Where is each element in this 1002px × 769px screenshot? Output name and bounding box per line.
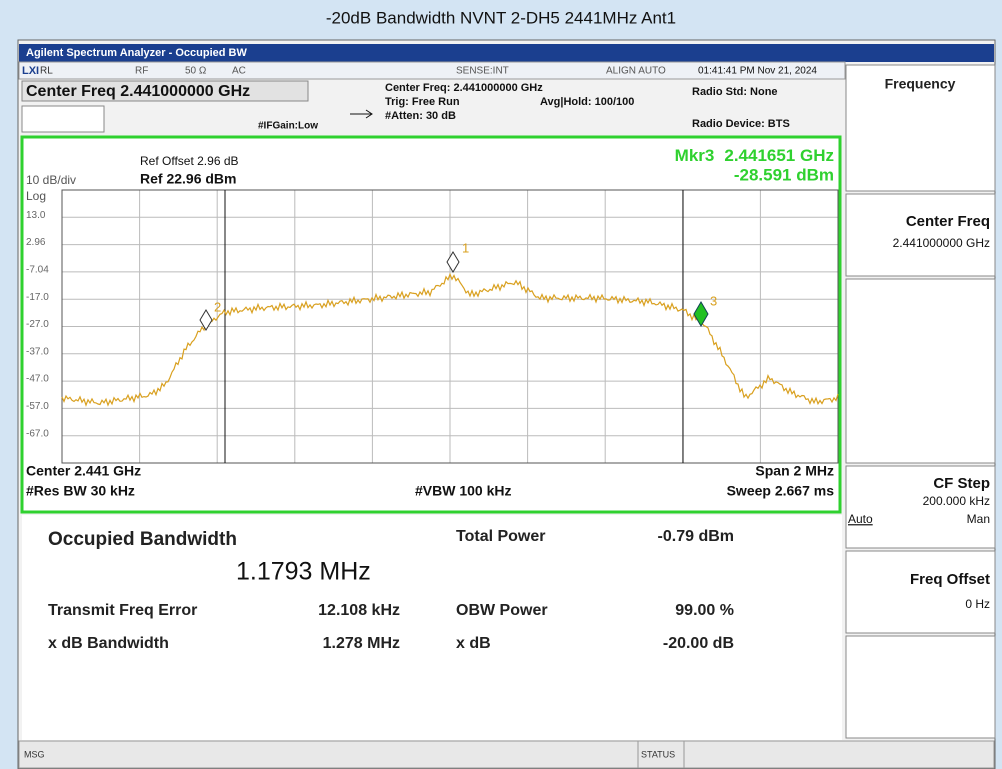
- app-title-bar: [19, 44, 994, 62]
- trace: [61, 272, 839, 407]
- results-panel: [22, 515, 842, 740]
- y-axis-label: -17.0: [26, 292, 49, 303]
- freq-error-label: Transmit Freq Error: [48, 602, 197, 619]
- softkey-value: 2.441000000 GHz: [893, 236, 990, 250]
- marker-1: [446, 251, 460, 273]
- trig: Trig: Free Run: [385, 96, 460, 108]
- rf: RF: [135, 66, 148, 77]
- y-axis-label: -27.0: [26, 319, 49, 330]
- marker-3: [693, 301, 709, 327]
- window-title: -20dB Bandwidth NVNT 2-DH5 2441MHz Ant1: [326, 8, 676, 27]
- softkey-menu[interactable]: [845, 64, 996, 192]
- impedance: 50 Ω: [185, 66, 207, 77]
- marker-2: [199, 309, 213, 331]
- softkey-center-freq[interactable]: [845, 193, 996, 277]
- span: Span 2 MHz: [755, 463, 834, 479]
- center: Center 2.441 GHz: [26, 463, 141, 479]
- xdb-bw-value: 1.278 MHz: [323, 635, 400, 652]
- center-freq-box[interactable]: [21, 80, 309, 102]
- marker-1-label: 1: [462, 240, 469, 255]
- center-freq: Center Freq 2.441000000 GHz: [26, 83, 250, 100]
- softkey-man: Man: [967, 512, 990, 526]
- xdb-value: -20.00 dB: [663, 635, 734, 652]
- softkey-label: CF Step: [933, 475, 990, 492]
- coupling: AC: [232, 66, 246, 77]
- softkey-label: Center Freq: [906, 213, 990, 230]
- marker-3-label: 3: [710, 293, 717, 308]
- y-axis-label: -67.0: [26, 428, 49, 439]
- softkey-value: 200.000 kHz: [923, 494, 990, 508]
- msg: MSG: [24, 749, 45, 759]
- avg-hold: Avg|Hold: 100/100: [540, 96, 634, 108]
- y-axis-label: -7.04: [26, 265, 49, 276]
- rl: RL: [40, 66, 53, 77]
- softkey-menu-title: Frequency: [885, 76, 956, 92]
- xdb-label: x dB: [456, 635, 491, 652]
- marker-freq: 2.441651 GHz: [724, 146, 834, 165]
- grid: [62, 190, 838, 463]
- status-row: [18, 61, 846, 80]
- ref-offset: Ref Offset 2.96 dB: [140, 154, 239, 168]
- xdb-bw-label: x dB Bandwidth: [48, 635, 169, 652]
- res-bw: #Res BW 30 kHz: [26, 483, 135, 499]
- sense: SENSE:INT: [456, 66, 509, 77]
- softkey-blank[interactable]: [845, 635, 996, 739]
- total-power-value: -0.79 dBm: [658, 528, 734, 545]
- vbw: #VBW 100 kHz: [415, 483, 511, 499]
- ref-level: Ref 22.96 dBm: [140, 171, 236, 187]
- scale: 10 dB/div: [26, 173, 76, 187]
- obw-power-label: OBW Power: [456, 602, 548, 619]
- align: ALIGN AUTO: [606, 66, 666, 77]
- app-title: Agilent Spectrum Analyzer - Occupied BW: [26, 47, 247, 59]
- arrow-icon: [350, 109, 373, 119]
- sweep: Sweep 2.667 ms: [727, 483, 835, 499]
- softkey-cf-step[interactable]: [845, 465, 996, 549]
- freq-error-value: 12.108 kHz: [318, 602, 400, 619]
- atten: #Atten: 30 dB: [385, 110, 456, 122]
- plot-border: [61, 189, 839, 464]
- total-power-label: Total Power: [456, 528, 546, 545]
- y-axis-label: -37.0: [26, 346, 49, 357]
- marker-name: Mkr3: [675, 146, 715, 165]
- status: STATUS: [641, 749, 675, 759]
- timestamp: 01:41:41 PM Nov 21, 2024: [698, 66, 817, 77]
- footer: [18, 740, 995, 769]
- marker-2-label: 2: [214, 299, 221, 314]
- center-freq-info: Center Freq: 2.441000000 GHz: [385, 82, 543, 94]
- marker-level: -28.591 dBm: [734, 165, 834, 184]
- y-axis-label: -57.0: [26, 401, 49, 412]
- y-axis-label: 13.0: [26, 210, 46, 221]
- obw-label: Occupied Bandwidth: [48, 529, 237, 550]
- softkey-value: 0 Hz: [965, 597, 990, 611]
- radio-std: Radio Std: None: [692, 86, 778, 98]
- softkey-label: Freq Offset: [910, 571, 990, 588]
- y-axis-label: 2.96: [26, 237, 46, 248]
- marker-readout: Mkr3 2.441651 GHz: [675, 146, 834, 165]
- obw-value: 1.1793 MHz: [236, 558, 371, 586]
- radio-device: Radio Device: BTS: [692, 118, 790, 130]
- ifgain: #IFGain:Low: [258, 121, 318, 132]
- scale-type: Log: [26, 189, 46, 203]
- softkey-freq-offset[interactable]: [845, 550, 996, 634]
- y-axis-label: -47.0: [26, 374, 49, 385]
- entry-box[interactable]: [21, 105, 105, 133]
- obw-power-value: 99.00 %: [675, 602, 734, 619]
- softkey-blank[interactable]: [845, 278, 996, 464]
- softkey-auto: Auto: [848, 512, 873, 526]
- lxi-logo: LXI: [22, 65, 39, 77]
- graph-frame: [20, 135, 842, 514]
